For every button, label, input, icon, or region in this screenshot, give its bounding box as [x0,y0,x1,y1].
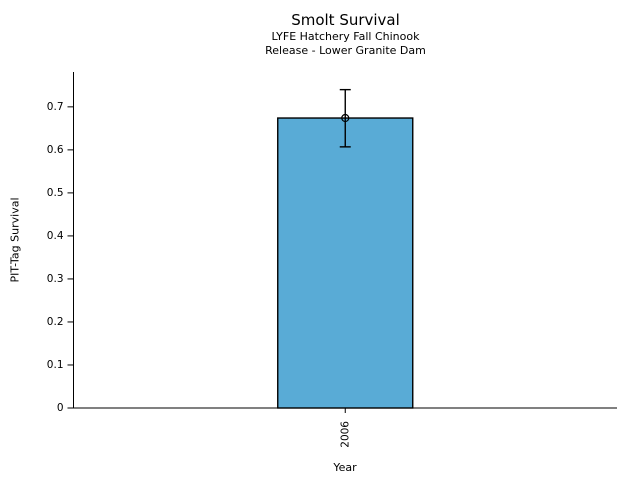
x-axis-label: Year [333,461,357,474]
chart-title: Smolt Survival [291,11,400,29]
y-tick-label: 0.1 [47,359,64,371]
x-tick-label: 2006 [339,421,351,448]
y-tick-label: 0.3 [47,273,64,285]
chart-subtitle-line-2: Release - Lower Granite Dam [265,43,426,57]
data-point-marker [341,113,350,123]
y-tick-label: 0.6 [47,144,64,156]
y-tick-label: 0.5 [47,187,64,199]
y-axis-label: PIT-Tag Survival [8,197,22,283]
chart-subtitle-line-1: LYFE Hatchery Fall Chinook [271,30,420,43]
y-tick-label: 0 [57,402,64,414]
chart-subtitle: LYFE Hatchery Fall Chinook Release - Low… [74,30,617,57]
y-tick-label: 0.2 [47,316,64,328]
y-tick-label: 0.7 [47,101,64,113]
bar [277,117,414,409]
y-tick-label: 0.4 [47,230,64,242]
